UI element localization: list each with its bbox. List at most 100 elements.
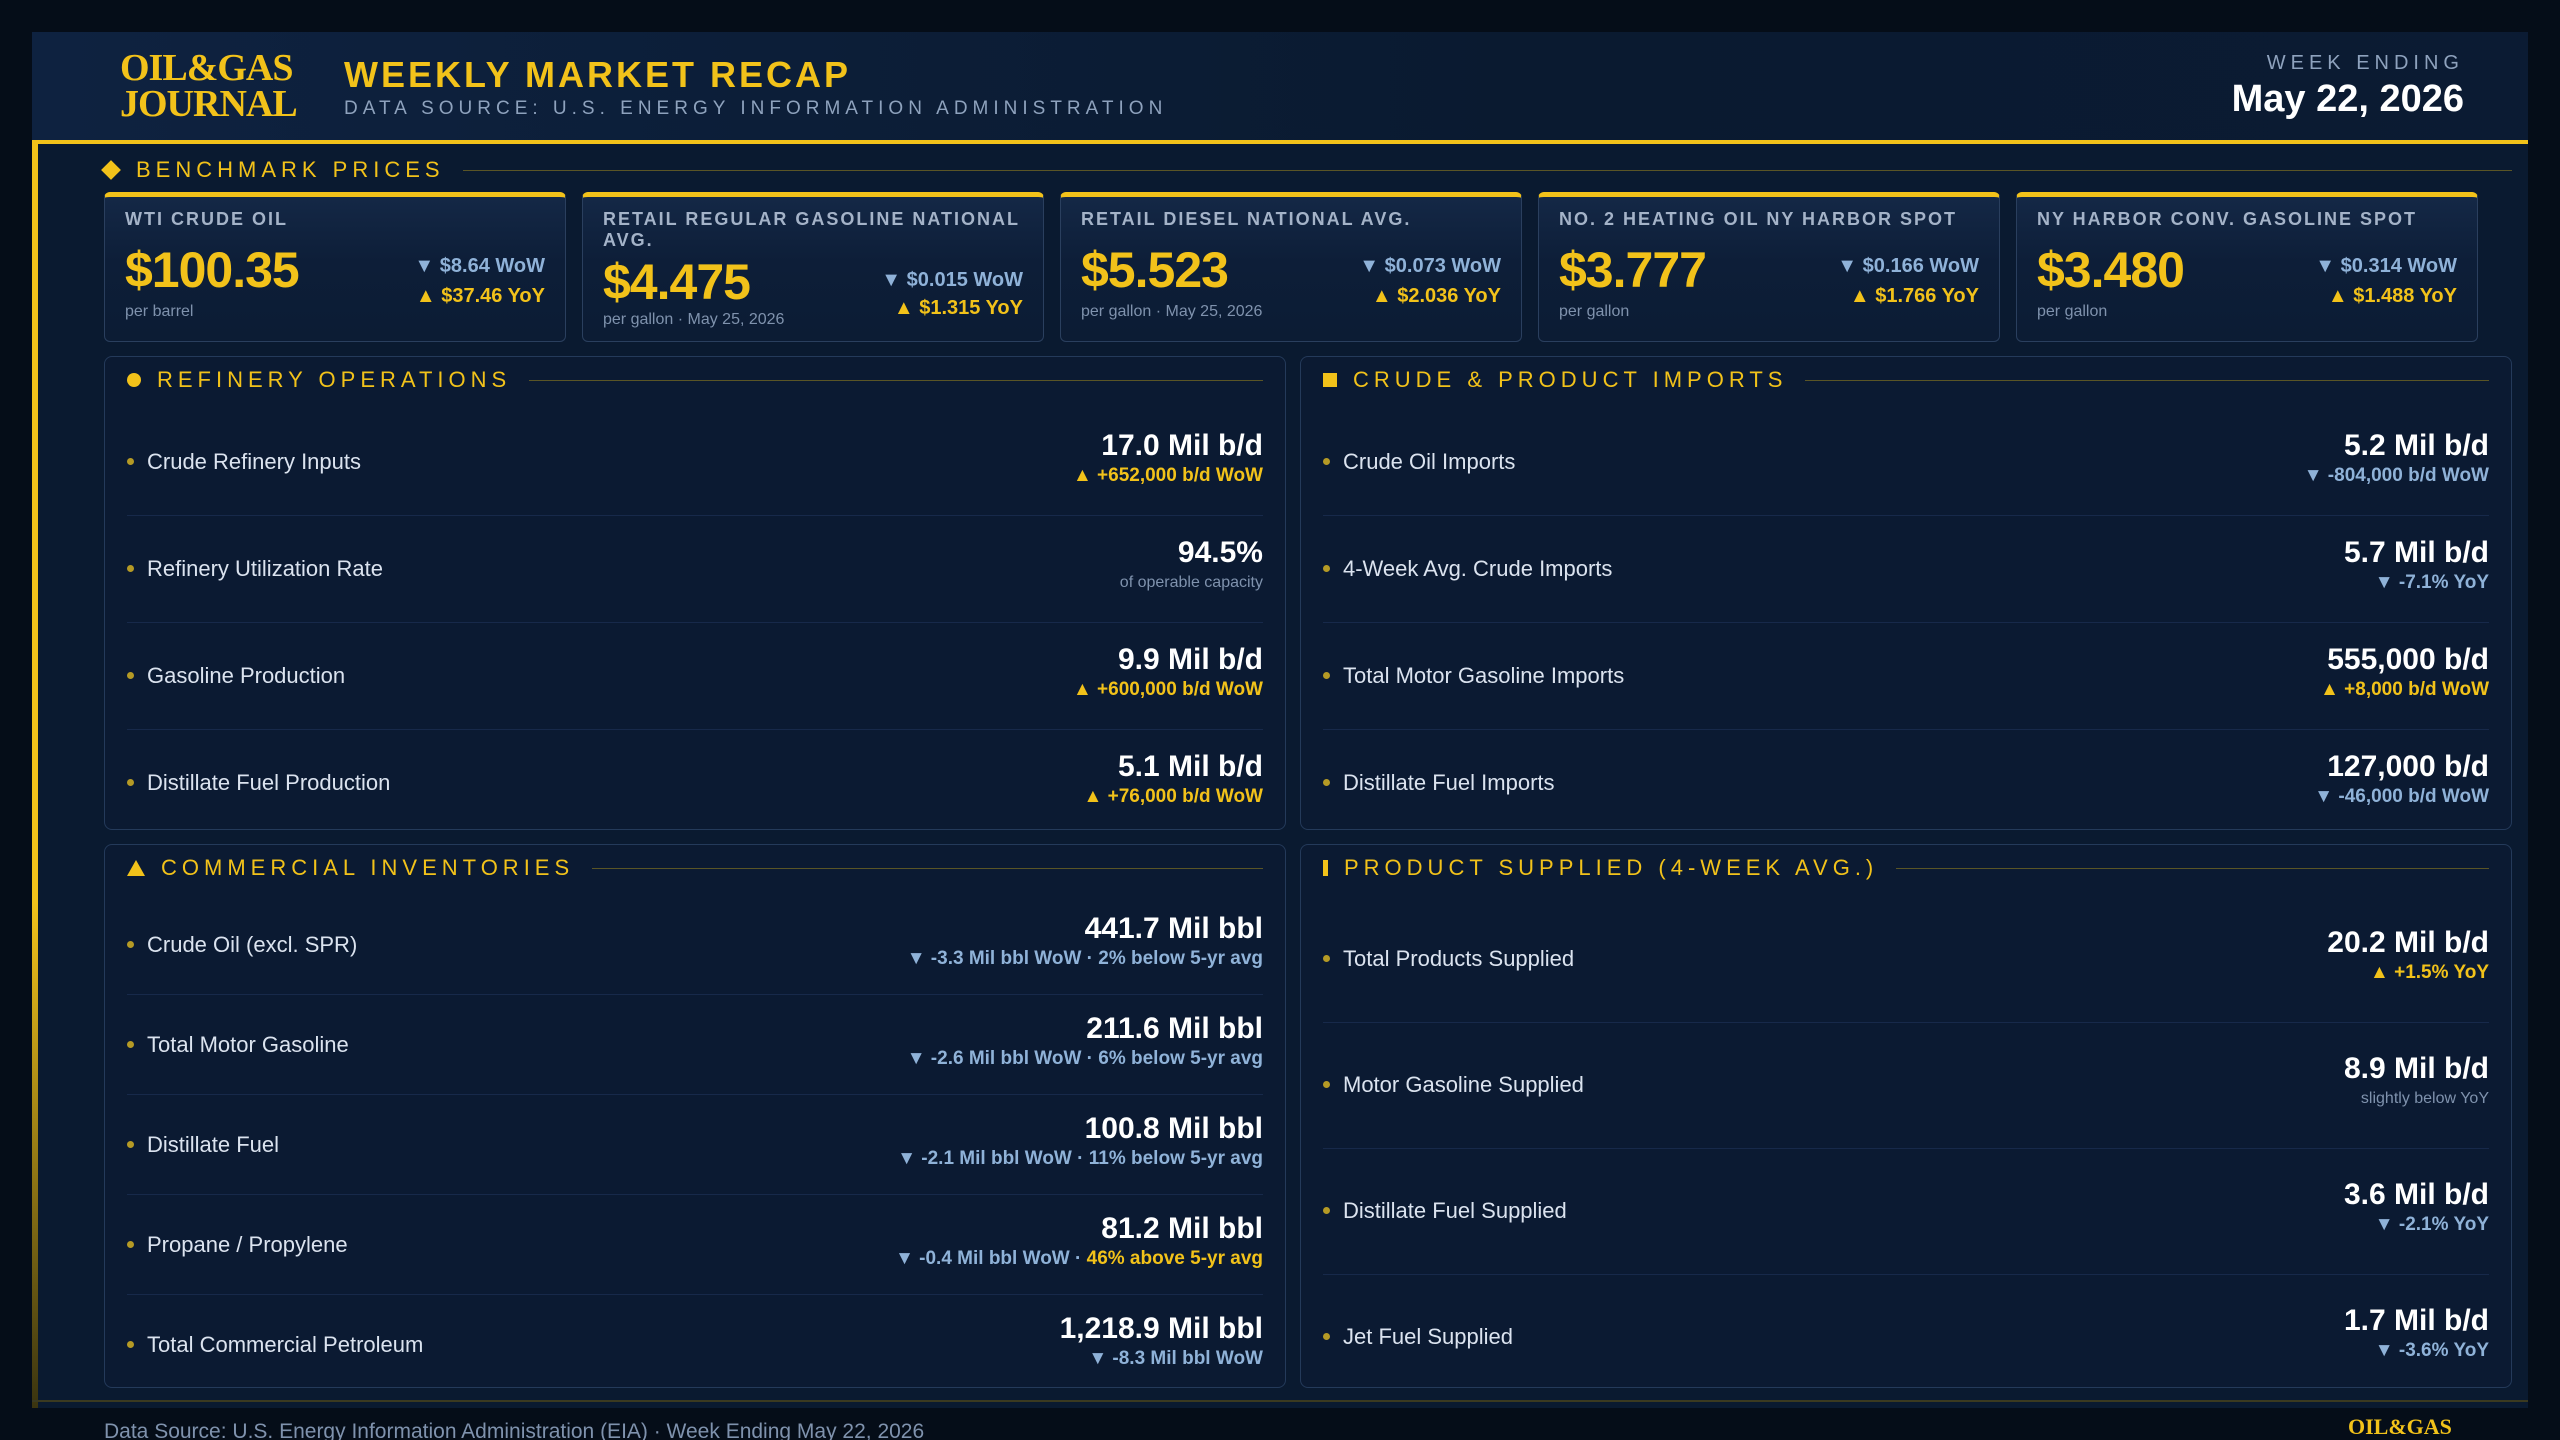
card-label: NO. 2 HEATING OIL NY HARBOR SPOT xyxy=(1559,209,1958,229)
row-change: ▼ -804,000 b/d WoW xyxy=(2303,465,2489,486)
list-item: Refinery Utilization Rate 94.5% of opera… xyxy=(127,516,1263,623)
row-change: slightly below YoY xyxy=(2360,1090,2489,1107)
row-change: ▲ +1.5% YoY xyxy=(2370,962,2489,983)
card-price: $5.523 xyxy=(1081,242,1229,298)
bullet xyxy=(1323,565,1330,572)
refinery-heading: REFINERY OPERATIONS xyxy=(127,367,1263,393)
week-ending-label: WEEK ENDING xyxy=(2266,52,2464,74)
list-item: Crude Refinery Inputs 17.0 Mil b/d ▲ +65… xyxy=(127,409,1263,516)
row-label: Motor Gasoline Supplied xyxy=(1343,1072,1584,1097)
card-price: $3.777 xyxy=(1559,242,1707,298)
card-unit: per gallon xyxy=(1559,303,1630,320)
card-yoy: ▲ $1.766 YoY xyxy=(1849,285,1979,307)
page-title: WEEKLY MARKET RECAP xyxy=(344,54,852,95)
bullet xyxy=(127,565,134,572)
card-wow: ▼ $0.015 WoW xyxy=(881,269,1023,291)
row-change: ▲ +600,000 b/d WoW xyxy=(1072,679,1263,700)
row-value: 5.1 Mil b/d xyxy=(1117,750,1263,783)
list-item: Crude Oil Imports 5.2 Mil b/d ▼ -804,000… xyxy=(1323,409,2489,516)
bullet xyxy=(127,1341,134,1348)
card-unit: per barrel xyxy=(125,303,194,320)
footer-divider xyxy=(32,1400,2528,1402)
list-item: 4-Week Avg. Crude Imports 5.7 Mil b/d ▼ … xyxy=(1323,516,2489,623)
row-label: Distillate Fuel Imports xyxy=(1343,770,1555,795)
list-item: Jet Fuel Supplied 1.7 Mil b/d ▼ -3.6% Yo… xyxy=(1323,1275,2489,1387)
list-item: Propane / Propylene 81.2 Mil bbl ▼ -0.4 … xyxy=(127,1195,1263,1295)
bullet xyxy=(1323,1333,1330,1340)
row-change-avg: 46% above 5-yr avg xyxy=(1086,1248,1263,1269)
card-price: $3.480 xyxy=(2037,242,2185,298)
row-change-wow: ▼ -0.4 Mil bbl WoW · xyxy=(895,1248,1087,1269)
row-change: ▼ -46,000 b/d WoW xyxy=(2314,786,2489,807)
row-change: ▼ -7.1% YoY xyxy=(2374,572,2489,593)
price-card-heating-oil: NO. 2 HEATING OIL NY HARBOR SPOT $3.777 … xyxy=(1538,192,2000,342)
imports-heading-text: CRUDE & PRODUCT IMPORTS xyxy=(1353,367,1788,392)
bullet xyxy=(1323,458,1330,465)
bullet xyxy=(127,458,134,465)
card-yoy: ▲ $37.46 YoY xyxy=(415,285,545,307)
row-label: Refinery Utilization Rate xyxy=(147,556,383,581)
card-yoy: ▲ $1.488 YoY xyxy=(2327,285,2457,307)
row-change: ▼ -3.6% YoY xyxy=(2374,1340,2489,1361)
row-label: Crude Refinery Inputs xyxy=(147,449,361,474)
row-label: Crude Oil Imports xyxy=(1343,449,1516,474)
row-label: Distillate Fuel Production xyxy=(147,770,391,795)
row-value: 5.2 Mil b/d xyxy=(2343,429,2489,462)
diamond-icon xyxy=(101,160,121,180)
price-card-ny-gasoline: NY HARBOR CONV. GASOLINE SPOT $3.480 per… xyxy=(2016,192,2478,342)
divider xyxy=(1805,379,2489,381)
list-item: Crude Oil (excl. SPR) 441.7 Mil bbl ▼ -3… xyxy=(127,895,1263,995)
divider xyxy=(1896,867,2489,869)
row-value: 94.5% xyxy=(1177,536,1263,569)
row-change: ▼ -2.1% YoY xyxy=(2374,1214,2489,1235)
accent-bar xyxy=(32,144,38,1408)
refinery-panel: REFINERY OPERATIONS Crude Refinery Input… xyxy=(104,356,1286,830)
card-price: $4.475 xyxy=(603,254,751,310)
card-wow: ▼ $0.314 WoW xyxy=(2315,255,2457,277)
price-card-wti: WTI CRUDE OIL $100.35 per barrel ▼ $8.64… xyxy=(104,192,566,342)
list-item: Distillate Fuel Imports 127,000 b/d ▼ -4… xyxy=(1323,730,2489,830)
price-card-gasoline: RETAIL REGULAR GASOLINE NATIONAL AVG. $4… xyxy=(582,192,1044,342)
card-wow: ▼ $0.166 WoW xyxy=(1837,255,1979,277)
card-wow: ▼ $8.64 WoW xyxy=(414,255,545,277)
inventories-heading-text: COMMERCIAL INVENTORIES xyxy=(161,855,575,880)
row-value: 5.7 Mil b/d xyxy=(2343,536,2489,569)
benchmark-heading-text: BENCHMARK PRICES xyxy=(136,157,445,182)
row-change: ▲ +76,000 b/d WoW xyxy=(1083,786,1263,807)
card-unit: per gallon · May 25, 2026 xyxy=(603,311,785,328)
row-label: Distillate Fuel xyxy=(147,1132,280,1157)
price-card-diesel: RETAIL DIESEL NATIONAL AVG. $5.523 per g… xyxy=(1060,192,1522,342)
bullet xyxy=(127,941,134,948)
card-unit: per gallon xyxy=(2037,303,2108,320)
header: OIL&GAS JOURNAL WEEKLY MARKET RECAP DATA… xyxy=(32,32,2528,144)
footer-text: Data Source: U.S. Energy Information Adm… xyxy=(104,1420,925,1440)
row-value: 3.6 Mil b/d xyxy=(2343,1178,2489,1211)
row-change: ▼ -2.1 Mil bbl WoW · 11% below 5-yr avg xyxy=(897,1148,1263,1169)
row-label: Propane / Propylene xyxy=(147,1232,348,1257)
list-item: Total Motor Gasoline 211.6 Mil bbl ▼ -2.… xyxy=(127,995,1263,1095)
row-change: ▲ +8,000 b/d WoW xyxy=(2320,679,2489,700)
square-icon xyxy=(1323,373,1337,387)
supplied-panel: PRODUCT SUPPLIED (4-WEEK AVG.) Total Pro… xyxy=(1300,844,2512,1388)
list-item: Total Motor Gasoline Imports 555,000 b/d… xyxy=(1323,623,2489,730)
row-label: Gasoline Production xyxy=(147,663,346,688)
row-label: Total Products Supplied xyxy=(1343,946,1575,971)
bullet xyxy=(1323,779,1330,786)
row-change: ▼ -2.6 Mil bbl WoW · 6% below 5-yr avg xyxy=(906,1048,1263,1069)
row-value: 211.6 Mil bbl xyxy=(1086,1012,1263,1045)
list-item: Distillate Fuel Production 5.1 Mil b/d ▲… xyxy=(127,730,1263,830)
divider xyxy=(529,379,1263,381)
divider xyxy=(462,169,2512,171)
row-change: of operable capacity xyxy=(1119,574,1263,591)
row-change: ▲ +652,000 b/d WoW xyxy=(1072,465,1263,486)
row-change: ▼ -8.3 Mil bbl WoW xyxy=(1088,1348,1263,1369)
bullet xyxy=(127,1241,134,1248)
row-value: 1,218.9 Mil bbl xyxy=(1059,1312,1263,1345)
week-ending-date: May 22, 2026 xyxy=(2231,78,2464,120)
card-wow: ▼ $0.073 WoW xyxy=(1359,255,1501,277)
bullet xyxy=(1323,955,1330,962)
list-item: Distillate Fuel Supplied 3.6 Mil b/d ▼ -… xyxy=(1323,1149,2489,1275)
supplied-heading: PRODUCT SUPPLIED (4-WEEK AVG.) xyxy=(1323,855,2489,881)
row-label: 4-Week Avg. Crude Imports xyxy=(1343,556,1613,581)
row-change: ▼ -0.4 Mil bbl WoW · 46% above 5-yr avg xyxy=(895,1248,1263,1270)
